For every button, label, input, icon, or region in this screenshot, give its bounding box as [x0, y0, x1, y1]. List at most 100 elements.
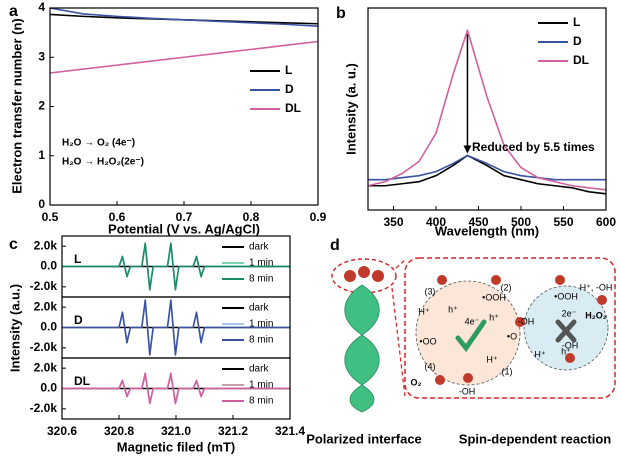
legend-label: dark — [249, 364, 269, 375]
y-tick-label: 1 — [38, 148, 45, 162]
panel-letter: c — [9, 236, 18, 253]
y-tick-label: 0.0 — [40, 381, 57, 395]
diagram-label: (4) — [425, 361, 436, 371]
arrow-head — [463, 145, 472, 154]
interface-highlight — [331, 258, 397, 294]
plot-frame — [61, 357, 291, 420]
x-axis-label: Potential (V vs. Ag/AgCl) — [108, 221, 260, 236]
diagram-label: h⁺ — [561, 346, 571, 356]
y-tick-label: 3 — [38, 49, 45, 63]
y-tick-label: 2.0k — [34, 360, 58, 374]
diagram-label: H⁺ — [418, 306, 429, 316]
x-tick-label: 0.5 — [42, 210, 59, 224]
legend-label: dark — [249, 242, 269, 253]
annotation: H₂O → H₂O₂(2e⁻) — [62, 157, 144, 168]
y-axis-label: Intensity (a. u.) — [343, 63, 358, 155]
diagram-label: H₂O₂ — [585, 310, 607, 320]
x-tick-label: 320.8 — [104, 424, 134, 438]
molecule — [491, 275, 501, 285]
diagram-label: •OO — [419, 336, 436, 346]
series-line — [49, 7, 319, 28]
legend-label: dark — [249, 303, 269, 314]
x-tick-label: 500 — [511, 215, 531, 229]
diagram-label: 2e⁻ — [562, 308, 577, 318]
series-line — [62, 299, 290, 356]
charge — [358, 266, 370, 278]
cross-mark — [555, 319, 577, 343]
legend-label: 1 min — [249, 319, 273, 330]
x-tick-label: 600 — [596, 215, 616, 229]
legend-label: D — [573, 34, 582, 48]
legend-label: DL — [285, 101, 301, 115]
x-axis-label: Magnetic filed (mT) — [117, 439, 235, 454]
x-tick-label: 450 — [468, 215, 488, 229]
y-tick-label: 0.0 — [40, 320, 57, 334]
plot-frame — [49, 7, 319, 206]
connector — [391, 287, 406, 397]
y-tick-label: 0 — [38, 197, 45, 211]
legend-label: D — [285, 82, 294, 96]
x-tick-label: 320.6 — [47, 424, 77, 438]
caption: Polarized interface — [306, 431, 422, 446]
y-tick-label: 2.0k — [34, 299, 58, 313]
x-tick-label: 0.8 — [243, 210, 260, 224]
y-tick-label: 2.0k — [34, 238, 58, 252]
legend-label: 8 min — [249, 274, 273, 285]
series-line — [49, 40, 319, 74]
sub-label: DL — [74, 374, 90, 388]
x-tick-label: 321.4 — [275, 424, 305, 438]
legend-label: 8 min — [249, 335, 273, 346]
legend-label: 8 min — [249, 396, 273, 407]
diagram-label: (1) — [502, 366, 513, 376]
y-tick-label: -2.0k — [30, 340, 58, 354]
y-tick-label: -2.0k — [30, 279, 58, 293]
charge — [344, 270, 356, 282]
diagram-label: -OH — [562, 340, 579, 350]
diagram-label: •OOH — [482, 292, 506, 302]
helix — [344, 284, 380, 413]
legend-label: 1 min — [249, 380, 273, 391]
diagram-label: (2) — [501, 282, 512, 292]
annotation: Reduced by 5.5 times — [472, 140, 595, 154]
sub-label: D — [74, 313, 83, 327]
check-mark — [455, 319, 487, 353]
y-tick-label: 2 — [38, 99, 45, 113]
diagram-art — [331, 257, 616, 413]
x-tick-label: 350 — [383, 215, 403, 229]
diagram-label: O₂ — [411, 377, 422, 387]
molecule — [555, 275, 565, 285]
diagram-label: H⁺ — [486, 354, 497, 364]
molecule — [515, 317, 525, 327]
molecule — [565, 353, 575, 363]
diagram-label: •OOH — [554, 291, 578, 301]
legend-label: 1 min — [249, 258, 273, 269]
y-tick-label: 0.0 — [40, 259, 57, 273]
series-line — [368, 154, 606, 181]
diagram-label: -OH — [459, 386, 476, 396]
charge — [372, 270, 384, 282]
y-axis-label: Electron transfer number (n) — [9, 18, 24, 194]
diagram-label: •O — [507, 331, 517, 341]
four-electron-cycle — [415, 280, 521, 386]
legend-label: L — [285, 63, 292, 77]
plot-frame — [367, 7, 607, 211]
x-axis-label: Wavelength (nm) — [435, 223, 539, 238]
diagram-label: (3) — [425, 286, 436, 296]
caption: Spin-dependent reaction — [459, 431, 611, 446]
molecule — [435, 375, 445, 385]
diagram-label: H⁺, -OH — [580, 282, 613, 292]
legend-label: DL — [573, 53, 589, 67]
molecule — [463, 373, 473, 383]
molecule — [597, 295, 607, 305]
series-line — [62, 372, 290, 405]
connector — [395, 259, 406, 269]
x-tick-label: 550 — [553, 215, 573, 229]
diagram-label: h⁺ — [448, 304, 458, 314]
y-tick-label: -2.0k — [30, 401, 58, 415]
series-line — [62, 242, 290, 291]
x-tick-label: 321.2 — [218, 424, 248, 438]
sub-label: L — [74, 252, 81, 266]
diagram-label: -OH — [518, 316, 535, 326]
panel-letter: d — [330, 237, 340, 254]
